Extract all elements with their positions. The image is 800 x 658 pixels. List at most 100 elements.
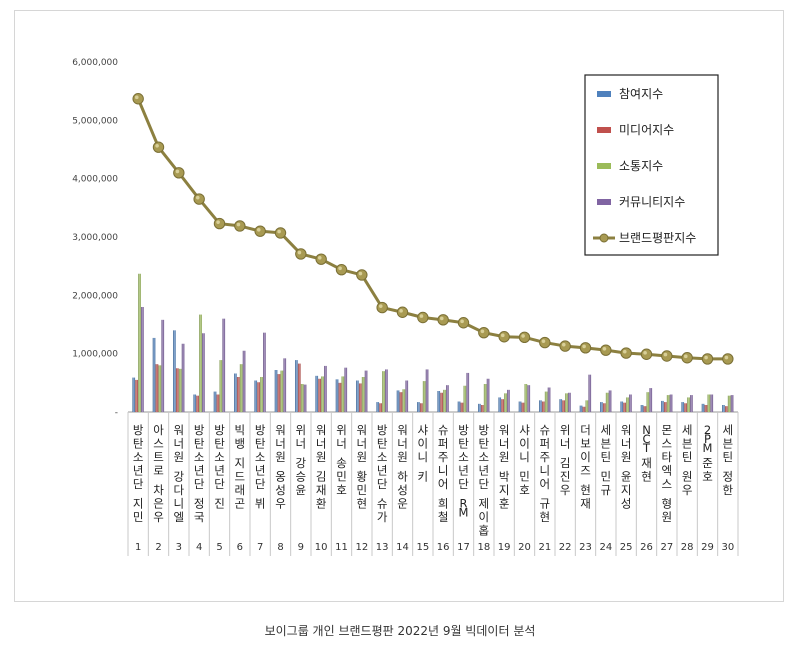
bar-4-28 [690, 395, 693, 412]
brand-index-point-24 [600, 344, 612, 356]
brand-index-point-26 [640, 348, 653, 360]
bar-4-19 [507, 389, 510, 412]
bar-4-14 [405, 380, 409, 412]
bar-1-21 [539, 400, 542, 412]
bar-2-26 [643, 406, 647, 412]
rank-label-29: 29 [701, 542, 714, 553]
bar-1-4 [193, 394, 197, 412]
bar-1-15 [417, 402, 420, 412]
rank-label-4: 4 [196, 542, 202, 553]
point-highlight [724, 355, 729, 360]
bar-3-11 [341, 376, 345, 412]
point-highlight [460, 319, 464, 324]
bar-2-14 [399, 392, 403, 412]
rank-label-24: 24 [599, 542, 612, 553]
bar-3-12 [361, 377, 365, 412]
bar-1-22 [559, 399, 563, 412]
bar-2-17 [460, 402, 464, 412]
bar-1-2 [152, 337, 156, 412]
y-tick-label: - [115, 408, 118, 418]
bar-3-13 [382, 371, 385, 412]
point-highlight [277, 229, 281, 234]
bar-4-30 [730, 395, 734, 412]
legend-label-5: 브랜드평판지수 [619, 231, 696, 245]
bar-1-26 [640, 405, 644, 412]
bar-3-4 [199, 314, 202, 412]
bar-4-20 [527, 385, 531, 412]
bar-2-8 [277, 374, 281, 412]
bar-4-22 [568, 392, 571, 412]
point-highlight [561, 342, 566, 347]
bar-4-3 [181, 343, 185, 412]
bar-2-18 [480, 405, 484, 412]
legend-swatch-4 [597, 199, 611, 205]
bar-4-29 [710, 394, 714, 412]
bar-3-22 [565, 393, 568, 412]
bar-2-16 [440, 392, 443, 412]
bar-4-8 [283, 358, 287, 412]
brand-index-point-6 [234, 220, 246, 232]
legend-label-4: 커뮤니티지수 [619, 195, 685, 209]
bar-3-29 [707, 394, 711, 412]
brand-index-point-14 [396, 306, 409, 318]
bar-4-26 [649, 388, 653, 412]
bar-4-2 [161, 319, 165, 412]
brand-index-point-16 [437, 314, 449, 326]
bar-3-16 [443, 389, 446, 412]
point-highlight [338, 266, 342, 271]
point-highlight [602, 346, 607, 351]
rank-label-10: 10 [315, 542, 328, 553]
bar-1-20 [518, 401, 522, 412]
point-highlight [399, 309, 403, 313]
point-highlight [521, 334, 525, 338]
bar-3-28 [687, 397, 690, 412]
bar-1-3 [173, 330, 176, 412]
bar-3-26 [646, 392, 650, 412]
bar-1-10 [315, 375, 319, 412]
point-highlight [663, 352, 668, 357]
point-highlight [256, 227, 261, 232]
bar-2-28 [684, 403, 687, 412]
rank-label-22: 22 [559, 542, 572, 553]
bar-3-8 [280, 370, 284, 412]
rank-label-25: 25 [620, 542, 633, 553]
bar-3-25 [626, 397, 629, 412]
y-tick-label: 2,000,000 [72, 291, 118, 301]
rank-label-11: 11 [335, 542, 348, 553]
legend-marker [599, 233, 609, 243]
bar-4-6 [242, 350, 246, 412]
rank-label-9: 9 [298, 542, 304, 553]
bar-3-9 [300, 384, 304, 412]
y-tick-label: 5,000,000 [72, 116, 118, 126]
bar-4-12 [364, 370, 368, 412]
bar-2-20 [521, 402, 525, 412]
bar-1-27 [661, 400, 664, 412]
bar-2-30 [724, 406, 728, 412]
bar-2-11 [338, 382, 342, 412]
bar-3-17 [463, 385, 467, 412]
brand-index-point-30 [722, 353, 734, 365]
rank-label-1: 1 [135, 542, 141, 553]
bar-3-19 [504, 393, 507, 412]
bar-3-21 [544, 391, 548, 412]
bar-1-19 [498, 397, 502, 412]
rank-label-12: 12 [355, 542, 368, 553]
bar-2-12 [358, 383, 362, 412]
bar-3-7 [260, 377, 263, 412]
bar-1-12 [356, 380, 359, 412]
brand-index-point-11 [335, 263, 348, 276]
